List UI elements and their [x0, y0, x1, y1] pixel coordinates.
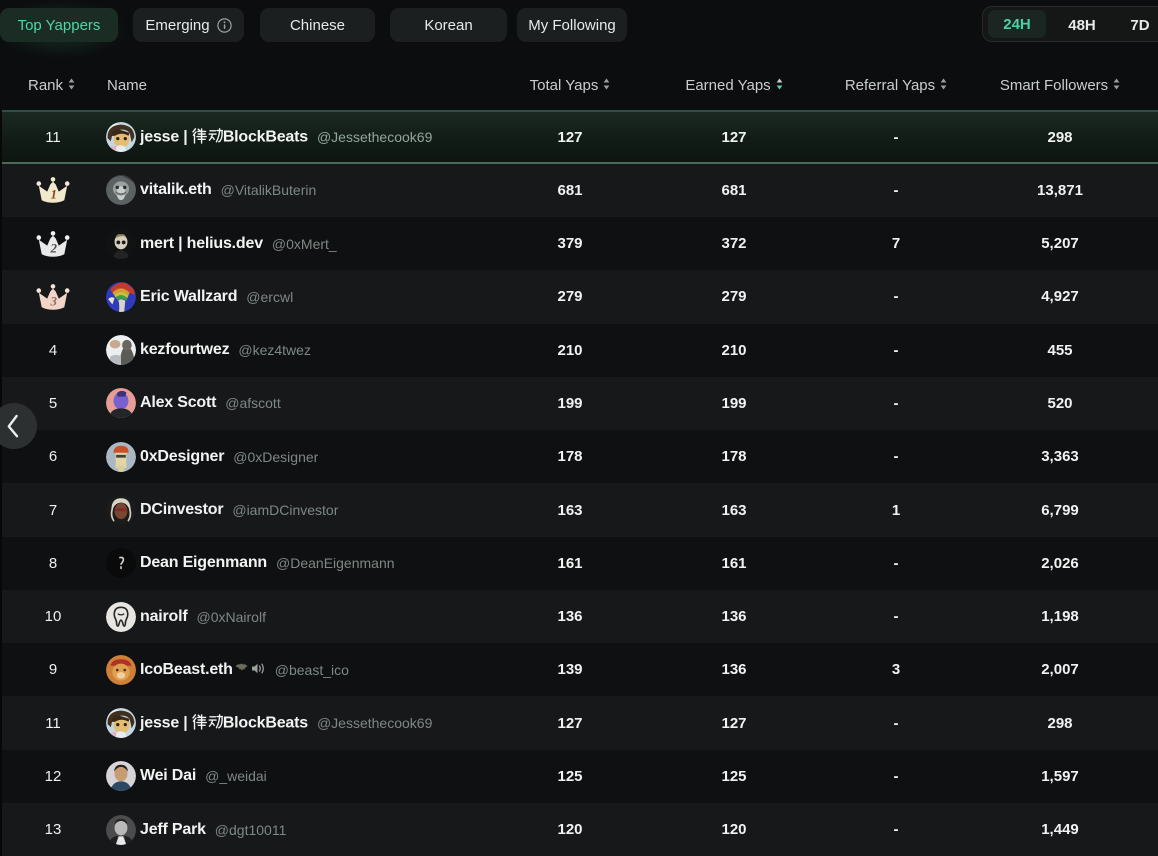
svg-text:2: 2 — [50, 240, 58, 255]
svg-text:1: 1 — [51, 187, 58, 202]
svg-text:3: 3 — [50, 293, 58, 308]
